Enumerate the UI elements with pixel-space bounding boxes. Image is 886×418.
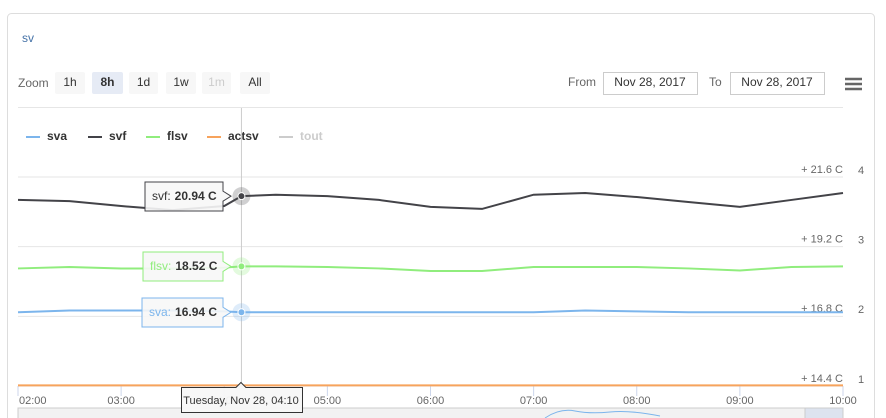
tooltip-box <box>141 297 232 328</box>
tooltip-box <box>144 181 232 212</box>
x-tooltip-box <box>181 381 303 413</box>
zoom-button[interactable] <box>129 72 158 94</box>
x-tick-label: 05:00 <box>314 395 342 407</box>
zoom-button-label[interactable]: 1m <box>208 75 225 89</box>
zoom-button[interactable] <box>166 72 196 94</box>
from-label: From <box>568 75 596 89</box>
y-tick-label: + 16.8 C <box>801 303 843 315</box>
legend-label[interactable]: flsv <box>167 129 188 143</box>
zoom-button-label[interactable]: All <box>248 75 261 89</box>
x-tick-label: 09:00 <box>726 395 754 407</box>
zoom-button[interactable] <box>240 72 270 94</box>
x-tick-label: 02:00 <box>19 395 47 407</box>
zoom-button[interactable] <box>92 72 123 94</box>
tooltip-box <box>142 251 232 282</box>
x-tick-label: 07:00 <box>520 395 548 407</box>
y2-tick-label: 3 <box>858 235 864 247</box>
legend-label[interactable]: svf <box>109 129 127 143</box>
tooltip-text: svf: 20.94 C <box>152 189 217 203</box>
x-tick-label: 06:00 <box>417 395 445 407</box>
chart-title: sv <box>22 31 34 45</box>
x-tooltip-label: Tuesday, Nov 28, 04:10 <box>183 395 299 407</box>
zoom-label: Zoom <box>18 76 49 90</box>
to-value[interactable]: Nov 28, 2017 <box>741 75 813 89</box>
hover-point <box>237 262 246 271</box>
y-tick-label: + 19.2 C <box>801 234 843 246</box>
from-input[interactable] <box>603 72 698 95</box>
tooltip-value: 20.94 C <box>175 189 217 203</box>
x-tick-label: 03:00 <box>107 395 135 407</box>
y2-tick-label: 2 <box>858 304 864 316</box>
tooltip-text: sva: 16.94 C <box>149 305 217 319</box>
tooltip-value: 16.94 C <box>175 305 217 319</box>
hover-point <box>237 308 246 317</box>
tooltip-name: sva: <box>149 305 171 319</box>
x-tick-label: 10:00 <box>829 395 857 407</box>
tooltip-name: svf: <box>152 189 171 203</box>
zoom-button[interactable] <box>202 72 231 94</box>
zoom-button[interactable] <box>55 72 85 94</box>
menu-button[interactable] <box>845 77 862 91</box>
tooltip-text: flsv: 18.52 C <box>150 259 218 273</box>
y-tick-label: + 14.4 C <box>801 373 843 385</box>
legend-label[interactable]: actsv <box>228 129 259 143</box>
zoom-button-label[interactable]: 1d <box>137 75 150 89</box>
y2-tick-label: 1 <box>858 374 864 386</box>
to-input[interactable] <box>730 72 825 95</box>
tooltip-value: 18.52 C <box>175 259 217 273</box>
navigator[interactable] <box>17 407 844 418</box>
tooltip-name: flsv: <box>150 259 171 273</box>
zoom-button-label[interactable]: 1h <box>63 75 76 89</box>
legend-label[interactable]: sva <box>47 129 67 143</box>
legend-label[interactable]: tout <box>300 129 323 143</box>
zoom-button-label[interactable]: 1w <box>173 75 189 89</box>
from-value[interactable]: Nov 28, 2017 <box>614 75 686 89</box>
zoom-button-label[interactable]: 8h <box>100 75 114 89</box>
y2-tick-label: 4 <box>858 165 864 177</box>
to-label: To <box>709 75 722 89</box>
hover-point <box>237 192 246 201</box>
x-tick-label: 08:00 <box>623 395 651 407</box>
navigator-handle[interactable] <box>804 407 844 418</box>
y-tick-label: + 21.6 C <box>801 164 843 176</box>
navigator-series <box>544 409 661 418</box>
